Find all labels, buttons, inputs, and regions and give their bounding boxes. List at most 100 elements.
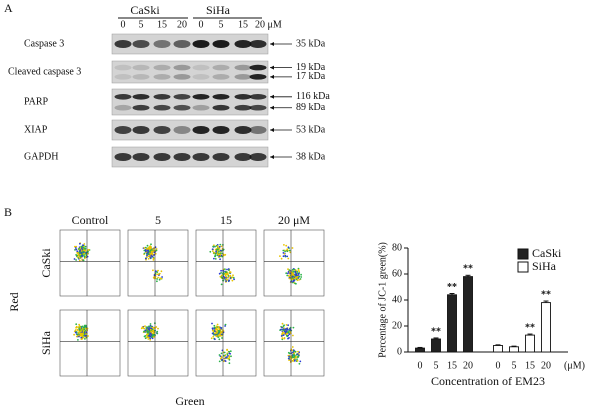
dot: [285, 272, 288, 275]
dot: [286, 327, 288, 330]
dot: [211, 332, 214, 335]
arrow-head: [270, 42, 274, 46]
blot-strip: [111, 88, 269, 116]
dot: [78, 325, 81, 328]
panel-label: A: [4, 1, 13, 15]
band: [132, 126, 150, 134]
dot: [219, 243, 222, 246]
dot: [81, 253, 84, 256]
dot: [75, 245, 78, 248]
dot: [232, 274, 234, 277]
dot: [149, 338, 152, 341]
dot: [157, 276, 160, 279]
blot-strip: [111, 60, 269, 84]
band: [114, 64, 132, 71]
band: [153, 74, 171, 80]
dot: [283, 329, 285, 332]
dot: [229, 275, 232, 278]
dot: [217, 248, 219, 251]
band: [192, 64, 210, 71]
column-label: 20 μM: [278, 213, 310, 227]
dot: [150, 251, 153, 254]
lane-label: 0: [199, 19, 204, 30]
dot: [209, 250, 212, 253]
dot: [225, 278, 228, 281]
dot: [287, 246, 290, 249]
dot: [288, 329, 291, 332]
dot: [298, 278, 301, 281]
dot: [156, 271, 159, 273]
dot: [218, 247, 221, 250]
dot: [220, 352, 223, 355]
dot: [153, 254, 156, 256]
bar: [463, 276, 473, 353]
dot: [281, 326, 283, 329]
dot-plot: [195, 229, 257, 297]
y-axis-label: Red: [7, 292, 21, 311]
dot: [211, 329, 214, 332]
cell-line-label: CaSki: [130, 3, 160, 17]
band: [212, 74, 230, 80]
dot: [155, 270, 157, 273]
band: [114, 94, 132, 100]
dot: [220, 274, 223, 277]
dot: [288, 355, 290, 358]
dot: [210, 337, 213, 340]
row-label: Cleaved caspase 3: [8, 66, 81, 77]
dot: [156, 278, 159, 280]
dot: [76, 329, 79, 331]
dot: [217, 336, 220, 338]
y-tick-label: 0: [397, 346, 402, 357]
lane-label: 5: [219, 19, 224, 30]
dot: [146, 244, 149, 247]
dot: [150, 247, 153, 250]
dot: [148, 335, 150, 337]
dot: [294, 359, 296, 362]
x-tick-label: 0: [418, 360, 423, 371]
dot: [286, 255, 289, 258]
dot: [74, 249, 76, 251]
dot: [280, 257, 283, 260]
dot: [229, 350, 232, 353]
dot: [212, 335, 215, 338]
dot: [75, 326, 77, 329]
dot: [78, 329, 81, 331]
band: [173, 74, 191, 80]
cell-line-label: SiHa: [206, 3, 231, 17]
dot: [75, 335, 78, 338]
dot: [215, 328, 218, 331]
dot: [82, 259, 85, 262]
band: [173, 94, 191, 100]
bar: [493, 345, 503, 353]
band: [234, 40, 252, 48]
lane-label: 20 μM: [255, 19, 282, 30]
dot: [219, 275, 222, 278]
dot: [152, 257, 155, 260]
dot: [287, 272, 289, 275]
dot: [160, 277, 163, 280]
dot: [157, 273, 160, 276]
dot: [83, 252, 86, 255]
dot: [147, 252, 150, 255]
dot: [158, 278, 161, 281]
dot: [213, 326, 216, 329]
lane-label: 15: [238, 19, 248, 30]
dot-plot: [127, 229, 189, 297]
x-axis-label: Green: [175, 394, 204, 408]
significance: **: [447, 282, 457, 293]
band: [173, 153, 191, 161]
dot: [218, 330, 221, 332]
dot: [79, 247, 82, 249]
bar: [431, 338, 441, 353]
dot: [82, 249, 85, 252]
dot: [298, 270, 300, 273]
dot: [78, 257, 81, 259]
dot: [233, 278, 236, 281]
band: [212, 64, 230, 71]
dot: [285, 244, 288, 247]
dot: [84, 324, 87, 327]
dot: [296, 360, 299, 362]
dot: [146, 254, 148, 257]
y-tick-label: 60: [392, 268, 402, 279]
dot: [155, 248, 158, 250]
